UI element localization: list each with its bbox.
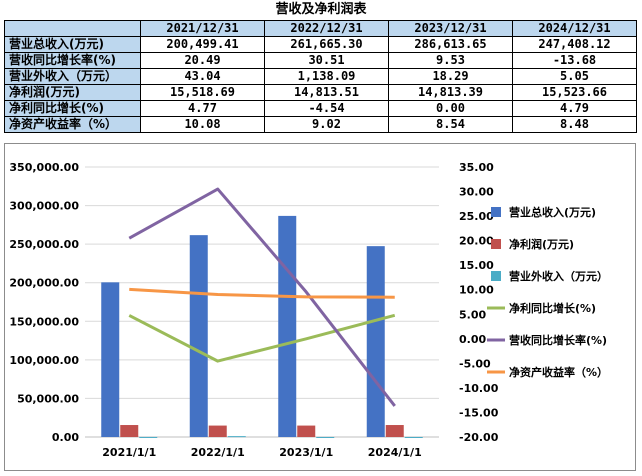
cell-value: 20.49 bbox=[140, 52, 265, 69]
table-row-total-revenue: 营业总收入(万元) 200,499.41 261,665.30 286,613.… bbox=[4, 36, 637, 53]
cell-value: 9.53 bbox=[388, 52, 513, 69]
row-label: 净利润(万元) bbox=[4, 84, 141, 101]
bar bbox=[208, 425, 227, 437]
y-left-tick-label: 100,000.00 bbox=[9, 354, 79, 367]
cell-value: -4.54 bbox=[264, 100, 389, 117]
y-right-tick-label: 30.00 bbox=[459, 186, 494, 199]
table-row-net-profit: 净利润(万元) 15,518.69 14,813.51 14,813.39 15… bbox=[4, 84, 637, 101]
x-tick-label: 2021/1/1 bbox=[102, 446, 156, 459]
legend-label: 净利润(万元) bbox=[509, 237, 574, 251]
cell-value: 1,138.09 bbox=[264, 68, 389, 85]
legend-label: 营业总收入(万元) bbox=[509, 205, 596, 219]
cell-value: 247,408.12 bbox=[512, 36, 637, 53]
table-header-2024: 2024/12/31 bbox=[512, 20, 637, 37]
cell-value: 5.05 bbox=[512, 68, 637, 85]
y-left-tick-label: 350,000.00 bbox=[9, 161, 79, 174]
cell-value: -13.68 bbox=[512, 52, 637, 69]
y-right-tick-label: 25.00 bbox=[459, 210, 494, 223]
bar bbox=[139, 436, 158, 438]
series-line bbox=[129, 287, 395, 299]
row-label: 净资产收益率（%） bbox=[4, 116, 141, 133]
bar bbox=[385, 425, 404, 437]
combo-chart: 0.00 50,000.00 100,000.00 150,000.00 200,000… bbox=[9, 161, 608, 459]
y-left-tick-label: 300,000.00 bbox=[9, 200, 79, 213]
bar bbox=[278, 215, 297, 437]
series-line bbox=[128, 187, 396, 407]
financial-table: 2021/12/31 2022/12/31 2023/12/31 2024/12… bbox=[4, 20, 637, 133]
cell-value: 9.02 bbox=[264, 116, 389, 133]
cell-value: 14,813.39 bbox=[388, 84, 513, 101]
cell-value: 200,499.41 bbox=[140, 36, 265, 53]
legend-swatch bbox=[491, 207, 501, 217]
legend-label: 净利同比增长(%) bbox=[509, 301, 596, 315]
y-left-tick-label: 250,000.00 bbox=[9, 238, 79, 251]
row-label: 净利同比增长(%) bbox=[4, 100, 141, 117]
bar bbox=[101, 282, 120, 437]
y-right-tick-label: 20.00 bbox=[459, 235, 494, 248]
row-label: 营业总收入(万元) bbox=[4, 36, 141, 53]
series-line bbox=[128, 313, 396, 363]
cell-value: 15,523.66 bbox=[512, 84, 637, 101]
table-header-2021: 2021/12/31 bbox=[140, 20, 265, 37]
y-left-tick-label: 150,000.00 bbox=[9, 315, 79, 328]
cell-value: 15,518.69 bbox=[140, 84, 265, 101]
x-tick-label: 2023/1/1 bbox=[279, 446, 333, 459]
cell-value: 286,613.65 bbox=[388, 36, 513, 53]
table-header-row: 2021/12/31 2022/12/31 2023/12/31 2024/12… bbox=[4, 20, 637, 37]
y-left-tick-label: 200,000.00 bbox=[9, 277, 79, 290]
row-label: 营业外收入（万元） bbox=[4, 68, 141, 85]
cell-value: 10.08 bbox=[140, 116, 265, 133]
bar bbox=[227, 436, 246, 438]
cell-value: 4.79 bbox=[512, 100, 637, 117]
cell-value: 0.00 bbox=[388, 100, 513, 117]
y-right-tick-label: -15.00 bbox=[459, 406, 499, 419]
y-right-tick-label: 10.00 bbox=[459, 284, 494, 297]
bar bbox=[316, 436, 335, 438]
bar bbox=[404, 436, 423, 438]
cell-value: 14,813.51 bbox=[264, 84, 389, 101]
y-left-tick-label: 0.00 bbox=[52, 431, 79, 444]
legend-swatch bbox=[491, 271, 501, 281]
x-tick-label: 2022/1/1 bbox=[191, 446, 245, 459]
cell-value: 4.77 bbox=[140, 100, 265, 117]
legend-swatch bbox=[491, 239, 501, 249]
y-right-tick-label: -5.00 bbox=[459, 357, 491, 370]
y-right-tick-label: -20.00 bbox=[459, 431, 499, 444]
bar bbox=[120, 425, 139, 437]
table-header-2023: 2023/12/31 bbox=[388, 20, 513, 37]
y-right-tick-label: -10.00 bbox=[459, 382, 499, 395]
chart-container: 0.00 50,000.00 100,000.00 150,000.00 200,000… bbox=[4, 143, 636, 471]
bar bbox=[366, 246, 385, 437]
table-header-corner bbox=[4, 20, 141, 37]
cell-value: 261,665.30 bbox=[264, 36, 389, 53]
cell-value: 8.48 bbox=[512, 116, 637, 133]
table-row-revenue-growth: 营收同比增长率(%) 20.49 30.51 9.53 -13.68 bbox=[4, 52, 637, 69]
cell-value: 8.54 bbox=[388, 116, 513, 133]
cell-value: 43.04 bbox=[140, 68, 265, 85]
x-tick-label: 2024/1/1 bbox=[368, 446, 422, 459]
y-right-tick-label: 5.00 bbox=[459, 308, 486, 321]
y-right-tick-label: 35.00 bbox=[459, 161, 494, 174]
bar bbox=[297, 425, 316, 437]
legend-label: 净资产收益率（%） bbox=[509, 365, 608, 379]
table-row-roe: 净资产收益率（%） 10.08 9.02 8.54 8.48 bbox=[4, 116, 637, 133]
table-row-non-operating-income: 营业外收入（万元） 43.04 1,138.09 18.29 5.05 bbox=[4, 68, 637, 85]
table-row-profit-growth: 净利同比增长(%) 4.77 -4.54 0.00 4.79 bbox=[4, 100, 637, 117]
bar bbox=[189, 235, 208, 437]
y-right-tick-label: 15.00 bbox=[459, 259, 494, 272]
legend-label: 营收同比增长率(%) bbox=[509, 333, 607, 347]
legend-label: 营业外收入（万元） bbox=[509, 269, 608, 283]
table-header-2022: 2022/12/31 bbox=[264, 20, 389, 37]
cell-value: 18.29 bbox=[388, 68, 513, 85]
y-left-tick-label: 50,000.00 bbox=[17, 392, 79, 405]
y-right-tick-label: 0.00 bbox=[459, 333, 486, 346]
row-label: 营收同比增长率(%) bbox=[4, 52, 141, 69]
page-title: 营收及净利润表 bbox=[275, 2, 367, 17]
cell-value: 30.51 bbox=[264, 52, 389, 69]
